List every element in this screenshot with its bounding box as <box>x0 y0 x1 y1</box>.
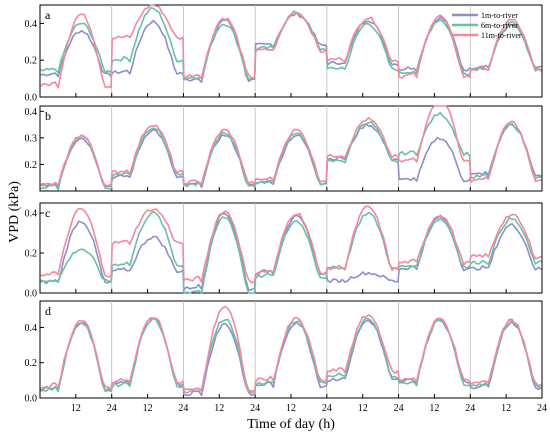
x-tick-label: 12 <box>71 403 81 414</box>
y-tick-label: 0.4 <box>25 107 38 118</box>
series-line-2 <box>40 7 542 81</box>
x-tick-label: 12 <box>286 403 296 414</box>
x-axis-label: Time of day (h) <box>247 417 335 432</box>
panel-letter: c <box>45 206 50 220</box>
legend-entry: 1m-to-river <box>452 11 518 20</box>
y-tick-label: 0.0 <box>25 394 38 405</box>
panel-b: 0.2 0.3 0.4 b <box>25 105 543 192</box>
panel-letter: a <box>45 8 51 22</box>
panel-a: 0.0 0.2 0.4 a <box>25 4 543 104</box>
series-line-3 <box>39 4 542 89</box>
panel-frame <box>39 105 543 192</box>
panel-letter: d <box>45 304 51 318</box>
y-tick-label: 0.4 <box>25 323 38 334</box>
series-line-3 <box>40 205 542 284</box>
legend-label: 11m-to-river <box>481 31 522 40</box>
y-tick-label: 0.0 <box>25 289 38 300</box>
y-axis-label: VPD (kPa) <box>7 181 22 243</box>
x-tick-label: 12 <box>501 403 511 414</box>
series-line-1 <box>40 123 542 189</box>
legend-entry: 6m-to-river <box>452 21 518 30</box>
legend-label: 1m-to-river <box>481 11 518 20</box>
panel-d: 0.0 0.2 0.4 12 24 12 24 12 24 12 24 12 24 12 24 12 24 d <box>25 300 547 414</box>
x-tick-label: 12 <box>143 403 153 414</box>
legend-label: 6m-to-river <box>481 21 518 30</box>
y-tick-label: 0.2 <box>25 358 38 369</box>
x-tick-label: 24 <box>322 403 332 414</box>
x-tick-label: 24 <box>394 403 404 414</box>
y-tick-label: 0.4 <box>25 19 38 30</box>
y-tick-label: 0.2 <box>25 160 38 171</box>
panel-frame <box>39 4 543 98</box>
x-tick-label: 24 <box>250 403 260 414</box>
y-tick-label: 0.2 <box>25 249 38 260</box>
y-tick-label: 0.4 <box>25 209 38 220</box>
x-tick-label: 12 <box>214 403 224 414</box>
x-tick-label: 24 <box>537 403 547 414</box>
panel-frame <box>39 202 543 294</box>
y-tick-label: 0.2 <box>25 56 38 67</box>
series-line-2 <box>40 210 542 294</box>
x-tick-label: 24 <box>107 403 117 414</box>
y-tick-label: 0.0 <box>25 93 38 104</box>
series-line-2 <box>40 111 542 191</box>
x-tick-label: 24 <box>465 403 475 414</box>
legend-entry: 11m-to-river <box>452 31 522 40</box>
series-line-1 <box>40 11 542 83</box>
y-tick-label: 0.3 <box>25 133 38 144</box>
x-tick-label: 12 <box>429 403 439 414</box>
series-line-3 <box>40 305 542 394</box>
panel-c: 0.0 0.2 0.4 c <box>25 202 543 300</box>
x-tick-label: 12 <box>358 403 368 414</box>
panel-letter: b <box>45 109 51 123</box>
series-line-3 <box>40 105 542 189</box>
x-tick-label: 24 <box>178 403 188 414</box>
panels: 0.0 0.2 0.4 a 0.2 0.3 0.4 b 0.0 0.2 0.4 c 0.0 0.2 0.4 1… <box>25 4 547 414</box>
